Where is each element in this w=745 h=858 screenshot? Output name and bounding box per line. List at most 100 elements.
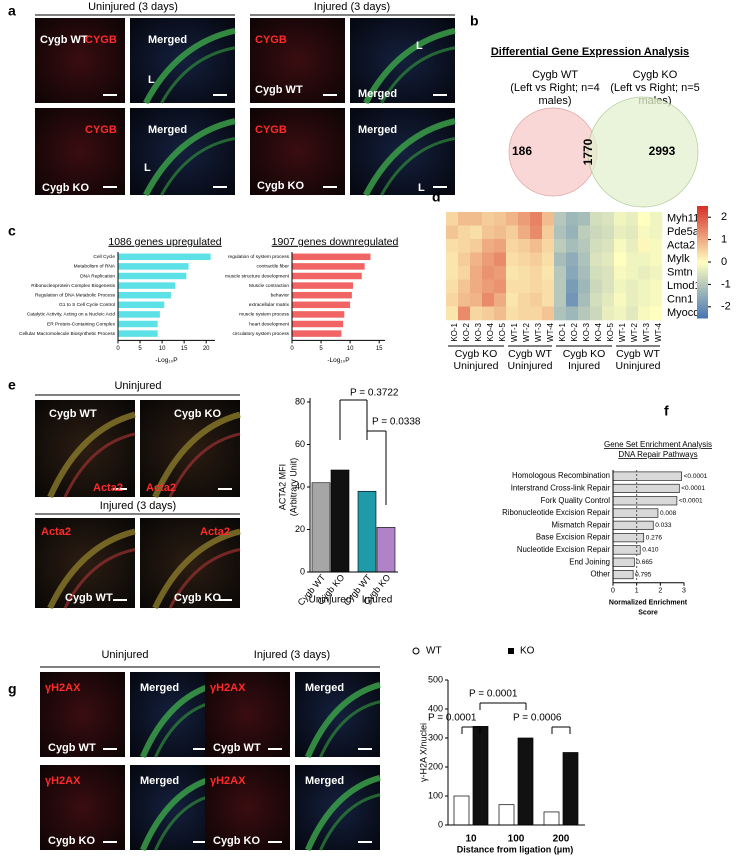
category-label: Muscle contraction — [249, 283, 289, 289]
colorbar-step — [697, 242, 708, 246]
value-label: 0.276 — [646, 534, 663, 541]
bar — [118, 253, 211, 261]
heatmap-cell — [554, 225, 567, 240]
vessel-wall — [363, 118, 456, 197]
heatmap-cell — [566, 225, 579, 240]
x-axis-label: Normalized Enrichment — [609, 600, 688, 607]
heatmap-cell — [614, 212, 627, 226]
value-label: 0.410 — [642, 547, 659, 554]
heatmap-cell — [470, 212, 483, 226]
heatmap-cell — [530, 225, 543, 240]
colorbar-step — [697, 214, 708, 218]
category-label: ER Protein-Containing Complex — [47, 321, 116, 327]
vessel-wall — [380, 136, 456, 196]
heatmap-cell — [626, 293, 639, 307]
heatmap-cell — [614, 279, 627, 294]
bar — [118, 282, 176, 289]
heatmap-cell — [470, 225, 483, 240]
category-label: Catalytic Activity, Acting on a Nucleic … — [27, 312, 115, 318]
category-label: G1 to S Cell Cycle Control — [59, 302, 115, 308]
p-value: P = 0.0006 — [513, 713, 562, 724]
column-label: KO-1 — [558, 322, 567, 341]
heatmap-cell — [638, 266, 651, 280]
bar — [292, 263, 365, 270]
heatmap-cell — [578, 252, 591, 267]
bar — [292, 291, 352, 299]
heatmap-cell — [602, 293, 615, 307]
y-tick-label: 0 — [438, 819, 443, 829]
colorbar-step — [697, 234, 708, 238]
colorbar-step — [697, 295, 708, 299]
set-label: Cygb KO — [633, 69, 678, 81]
heatmap-cell — [650, 225, 663, 240]
bar — [612, 496, 678, 506]
heatmap-cell — [602, 266, 615, 280]
column-label: KO-2 — [570, 322, 579, 341]
heatmap-cell — [626, 225, 639, 240]
colorbar-step — [697, 220, 708, 224]
image-label: γH2AX — [210, 682, 246, 694]
heatmap-cell — [518, 239, 531, 253]
x-tick-label: 0 — [611, 588, 615, 595]
heatmap-cell — [506, 212, 519, 226]
vessel-wall — [160, 46, 236, 104]
colorbar-step — [697, 264, 708, 269]
heatmap-cell — [482, 212, 495, 226]
heatmap-cell — [458, 279, 471, 294]
venn-set — [587, 96, 699, 208]
category-label: muscle system process — [239, 312, 289, 318]
column-label: KO-3 — [474, 322, 483, 341]
bar — [118, 320, 158, 328]
group-label: Injured — [568, 360, 600, 372]
heatmap-cell — [494, 306, 507, 321]
image-label: Cygb KO — [213, 835, 261, 847]
heatmap-cell — [650, 212, 663, 226]
image-label: L — [416, 40, 423, 52]
heatmap-cell — [506, 266, 519, 280]
bar — [118, 291, 171, 299]
heatmap-cell — [482, 306, 495, 321]
colorbar-step — [697, 250, 708, 255]
colorbar-step — [697, 206, 708, 210]
category-label: Ribonucleoprotein Complex Biogenesis — [31, 283, 115, 289]
x-tick-label: 3 — [682, 588, 686, 595]
bar — [612, 557, 635, 567]
bar — [292, 320, 344, 328]
heatmap-cell — [602, 225, 615, 240]
bar — [118, 272, 187, 280]
heatmap-cell — [542, 279, 555, 294]
x-tick-label: 15 — [376, 346, 383, 352]
y-tick-label: 80 — [295, 396, 305, 406]
column-label: WT-2 — [522, 322, 531, 342]
image-label: Acta2 — [200, 526, 230, 538]
p-value: P = 0.3722 — [350, 388, 399, 399]
bar — [612, 483, 680, 494]
value-label: <0.0001 — [681, 485, 705, 492]
heatmap-cell — [518, 279, 531, 294]
p-value: P = 0.0001 — [428, 713, 477, 724]
micrograph — [250, 108, 345, 195]
column-label: WT-1 — [618, 322, 627, 342]
heatmap-cell — [542, 252, 555, 267]
x-tick-label: 20 — [203, 346, 210, 352]
heatmap-cell — [518, 293, 531, 307]
heatmap-cell — [626, 252, 639, 267]
category-label: Regulation of DNA Metabolic Process — [35, 292, 116, 298]
p-value: P = 0.0338 — [372, 417, 421, 428]
heatmap-cell — [650, 266, 663, 280]
row-label: Smtn — [667, 267, 693, 279]
image-label: Merged — [358, 88, 397, 100]
colorbar-step — [697, 208, 708, 213]
heatmap-cell — [518, 306, 531, 321]
bar — [292, 330, 342, 337]
heatmap-cell — [458, 225, 471, 240]
heatmap-cell — [626, 266, 639, 280]
y-tick-label: 20 — [295, 524, 305, 534]
category-label: DNA Replication — [80, 273, 115, 279]
x-tick-label: 5 — [138, 346, 142, 352]
micrograph — [40, 672, 125, 757]
venn-count: 186 — [512, 144, 532, 158]
micrograph — [140, 400, 240, 497]
colorbar-label: -1 — [721, 278, 731, 290]
